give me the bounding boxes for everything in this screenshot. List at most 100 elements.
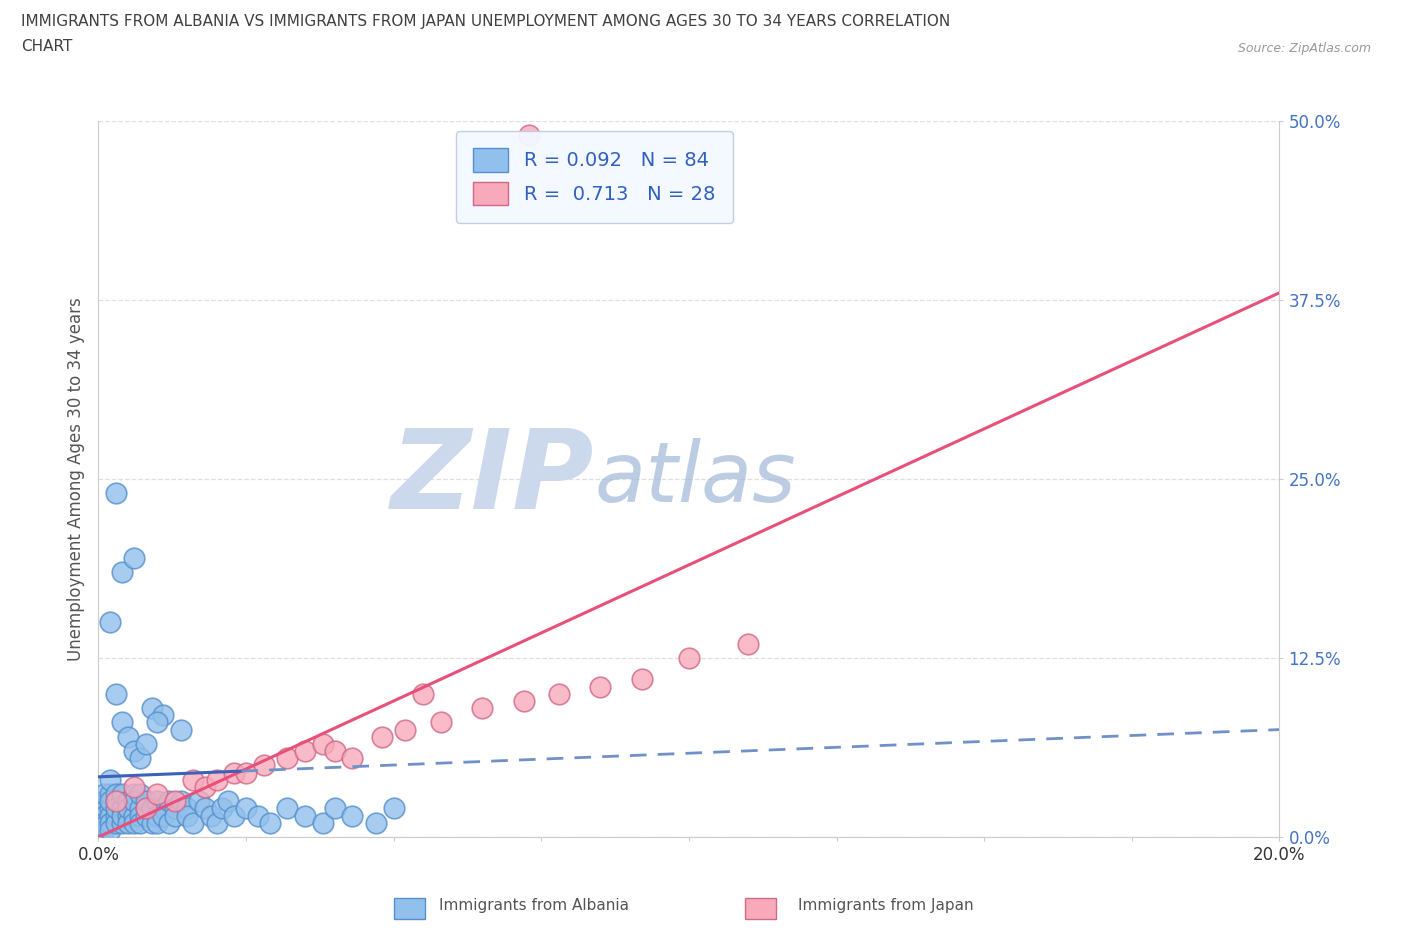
Point <box>122 551 145 565</box>
Point <box>122 779 145 794</box>
Point <box>246 808 269 823</box>
Point <box>176 808 198 823</box>
Point <box>176 801 198 816</box>
Y-axis label: Unemployment Among Ages 30 to 34 years: Unemployment Among Ages 30 to 34 years <box>66 297 84 661</box>
Point <box>382 801 405 816</box>
Point <box>276 801 298 816</box>
Point <box>146 787 169 802</box>
Point <box>253 758 276 773</box>
Point <box>135 737 157 751</box>
Point <box>105 808 128 823</box>
Point <box>165 801 187 816</box>
Point <box>117 808 139 823</box>
Point <box>737 636 759 651</box>
Point <box>312 816 335 830</box>
Text: IMMIGRANTS FROM ALBANIA VS IMMIGRANTS FROM JAPAN UNEMPLOYMENT AMONG AGES 30 TO 3: IMMIGRANTS FROM ALBANIA VS IMMIGRANTS FR… <box>21 14 950 29</box>
Point <box>105 794 128 809</box>
Point <box>152 801 174 816</box>
Point <box>224 765 246 780</box>
Point <box>122 744 145 759</box>
Point <box>276 751 298 765</box>
Point <box>170 794 193 809</box>
Point <box>141 700 163 715</box>
Text: Source: ZipAtlas.com: Source: ZipAtlas.com <box>1237 42 1371 55</box>
Point <box>135 801 157 816</box>
Point <box>128 801 150 816</box>
Point <box>98 808 121 823</box>
Point <box>98 787 121 802</box>
Point <box>122 816 145 830</box>
Point <box>394 722 416 737</box>
Point <box>342 808 364 823</box>
Point <box>548 686 571 701</box>
Point <box>323 744 346 759</box>
Point <box>678 651 700 666</box>
Point <box>117 794 139 809</box>
Point <box>152 708 174 723</box>
Point <box>294 808 316 823</box>
Point <box>117 816 139 830</box>
Point <box>122 794 145 809</box>
Point <box>105 794 128 809</box>
Point <box>111 715 134 730</box>
Point <box>211 801 233 816</box>
Text: atlas: atlas <box>595 438 796 520</box>
Point <box>205 816 228 830</box>
Point <box>93 822 115 837</box>
Point <box>165 794 187 809</box>
Point <box>323 801 346 816</box>
Point <box>146 715 169 730</box>
Text: CHART: CHART <box>21 39 73 54</box>
Point <box>93 818 115 833</box>
Point <box>235 801 257 816</box>
Point <box>98 816 121 830</box>
Point <box>194 801 217 816</box>
Point <box>512 694 534 709</box>
Point <box>105 485 128 500</box>
Text: ZIP: ZIP <box>391 425 595 533</box>
Point <box>224 808 246 823</box>
Point <box>117 729 139 744</box>
Point <box>141 801 163 816</box>
Point <box>146 816 169 830</box>
Point <box>98 615 121 630</box>
Point <box>371 729 394 744</box>
Point <box>181 816 204 830</box>
Point <box>128 751 150 765</box>
Point <box>135 808 157 823</box>
Legend: R = 0.092   N = 84, R =  0.713   N = 28: R = 0.092 N = 84, R = 0.713 N = 28 <box>456 130 733 223</box>
Point <box>98 794 121 809</box>
Point <box>122 787 145 802</box>
Point <box>135 801 157 816</box>
Point <box>342 751 364 765</box>
Point <box>181 772 204 787</box>
Point <box>187 794 209 809</box>
Point <box>111 787 134 802</box>
Point <box>259 816 281 830</box>
Point <box>165 808 187 823</box>
Point <box>128 808 150 823</box>
Point <box>364 816 387 830</box>
Point <box>93 801 115 816</box>
Point <box>157 816 180 830</box>
Point <box>412 686 434 701</box>
Point <box>471 700 494 715</box>
Point <box>98 822 121 837</box>
Point <box>194 779 217 794</box>
Point <box>93 808 115 823</box>
Point <box>141 816 163 830</box>
Point <box>93 787 115 802</box>
Point <box>146 808 169 823</box>
Point <box>294 744 316 759</box>
Point <box>93 794 115 809</box>
Point <box>157 794 180 809</box>
Point <box>117 801 139 816</box>
Point <box>135 794 157 809</box>
Point <box>105 686 128 701</box>
Point <box>152 808 174 823</box>
Point <box>235 765 257 780</box>
Point <box>205 772 228 787</box>
Point <box>128 816 150 830</box>
Point <box>200 808 222 823</box>
Point <box>312 737 335 751</box>
